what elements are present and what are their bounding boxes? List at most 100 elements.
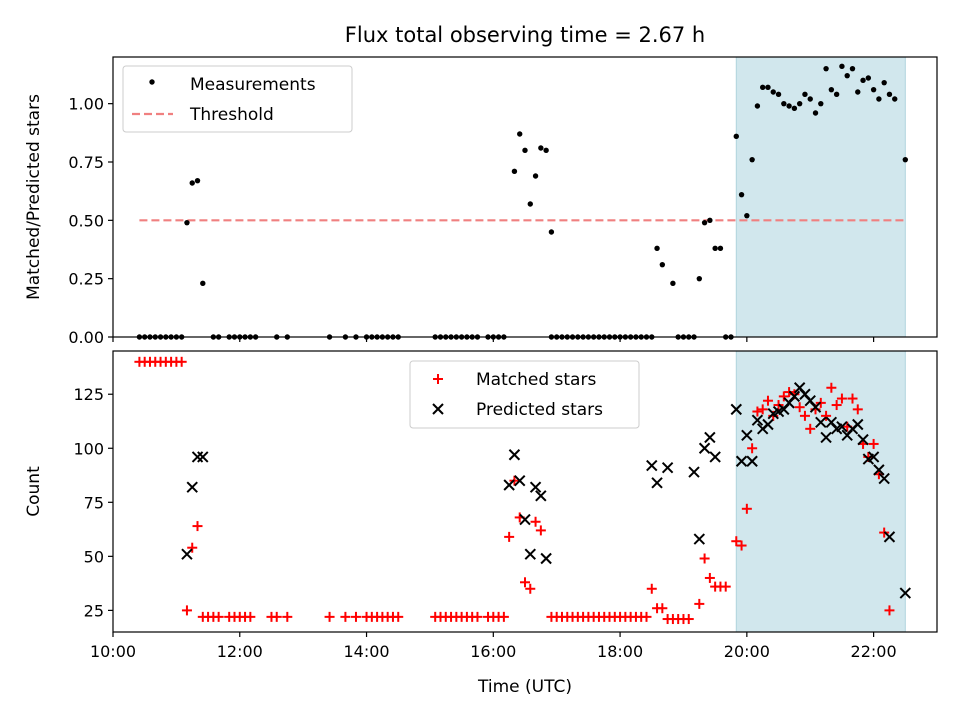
marker-stroke: [704, 431, 716, 444]
marker-stroke: [524, 548, 536, 560]
x-tick-label: 22:00: [851, 642, 897, 661]
data-point: [176, 356, 187, 367]
plot-frame: [112, 56, 938, 338]
marker-stroke: [804, 395, 816, 407]
marker-stroke: [788, 390, 801, 403]
data-point: [794, 402, 805, 413]
marker-stroke: [857, 433, 869, 446]
data-point: [511, 168, 518, 175]
data-point: [508, 449, 521, 461]
marker-stroke: [186, 481, 198, 493]
data-point: [514, 474, 526, 487]
y-tick-label: 0.50: [68, 211, 104, 230]
data-point: [765, 84, 771, 91]
marker-stroke: [503, 479, 515, 491]
data-point: [191, 451, 204, 463]
top-panel: 0.00 0.25 0.50 0.75 1.00 Matched/Predicted st…: [24, 23, 938, 347]
marker-stroke: [508, 449, 521, 461]
data-point: [876, 96, 882, 102]
data-point: [197, 451, 209, 463]
data-point: [852, 418, 864, 431]
data-point: [688, 466, 700, 478]
data-point: [881, 79, 887, 86]
data-point: [525, 583, 536, 594]
data-point: [754, 103, 761, 109]
data-point: [730, 403, 742, 416]
y-tick-label: 1.00: [68, 95, 104, 114]
data-point: [503, 479, 515, 491]
bottom-panel: 25 50 75 100 125 10:00 12:00 14:00 16:00 18:00 20:…: [24, 350, 938, 697]
data-point: [696, 275, 703, 282]
legend-label-matched: Matched stars: [476, 370, 596, 390]
data-point: [839, 63, 845, 70]
data-point: [529, 481, 542, 493]
data-point: [498, 611, 509, 622]
marker-stroke: [730, 403, 742, 416]
data-point: [802, 91, 808, 98]
data-point: [472, 611, 483, 622]
data-point: [775, 91, 782, 98]
data-point: [878, 472, 890, 485]
data-point: [759, 84, 766, 91]
data-point: [735, 455, 748, 467]
data-point: [393, 611, 404, 622]
marker-stroke: [883, 531, 896, 543]
data-point: [694, 598, 705, 609]
data-point: [805, 423, 816, 434]
data-point: [821, 410, 832, 421]
data-point: [752, 406, 763, 417]
data-point: [699, 553, 710, 564]
data-point: [540, 552, 552, 565]
data-point: [661, 462, 674, 474]
data-point: [849, 65, 856, 72]
data-point: [902, 156, 909, 163]
x-tick-label: 14:00: [343, 642, 389, 661]
data-point: [707, 217, 713, 224]
data-point: [704, 431, 716, 444]
data-point: [651, 477, 663, 489]
data-point: [857, 433, 869, 446]
data-point: [538, 145, 544, 151]
marker-stroke: [820, 431, 832, 444]
data-point: [535, 490, 547, 502]
data-point: [809, 401, 822, 413]
data-point: [527, 201, 533, 207]
legend-box: [409, 360, 640, 429]
data-point: [698, 442, 711, 454]
data-point: [762, 395, 773, 406]
data-point: [520, 577, 530, 588]
data-point: [836, 420, 848, 433]
marker-stroke: [815, 416, 827, 429]
y-tick-label: 0.25: [68, 270, 104, 289]
x-tick-label: 18:00: [597, 642, 643, 661]
x-tick-label: 16:00: [470, 642, 516, 661]
marker-stroke: [799, 388, 811, 400]
y-tick-label: 25: [84, 601, 104, 620]
data-point: [746, 455, 758, 467]
data-point: [865, 75, 872, 81]
data-point: [855, 89, 861, 95]
marker-stroke: [709, 451, 721, 463]
marker-stroke: [661, 462, 674, 474]
marker-stroke: [197, 451, 209, 463]
data-point: [530, 516, 541, 527]
data-point: [245, 611, 256, 622]
marker-stroke: [751, 414, 764, 426]
data-point: [828, 86, 835, 93]
y-tick-label: 100: [73, 439, 104, 458]
marker-stroke: [741, 429, 753, 442]
marker-stroke: [793, 382, 806, 394]
data-point: [720, 581, 731, 592]
data-point: [683, 614, 694, 625]
data-point: [504, 531, 515, 542]
marker-stroke: [867, 451, 880, 463]
y-tick-label: 75: [84, 493, 104, 512]
marker-stroke: [873, 464, 885, 476]
data-point: [818, 100, 824, 107]
data-point: [519, 513, 531, 526]
data-point: [189, 180, 195, 186]
data-point: [852, 404, 863, 415]
data-point: [738, 191, 745, 198]
y-tick-label: 0.75: [68, 153, 104, 172]
data-point: [657, 603, 668, 614]
